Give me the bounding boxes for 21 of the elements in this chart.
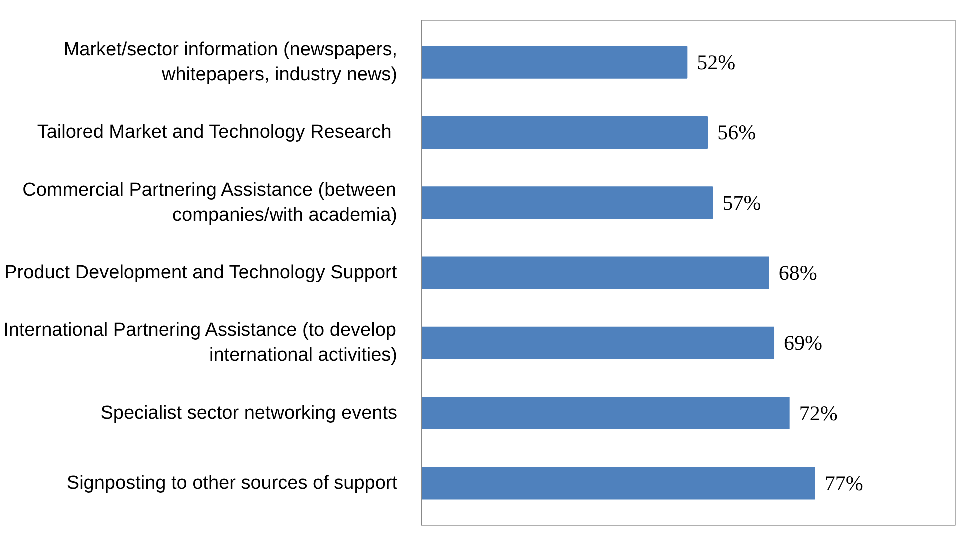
- bar: [422, 116, 708, 150]
- y-tick-label: Commercial Partnering Assistance (between companies/with academia): [22, 180, 398, 226]
- data-label: 56%: [718, 120, 756, 145]
- data-label: 52%: [697, 50, 736, 75]
- y-tick-label: Tailored Market and Technology Research: [37, 122, 392, 144]
- data-label: 68%: [778, 261, 818, 285]
- bar: [422, 326, 775, 360]
- y-tick-label: Specialist sector networking events: [100, 402, 398, 424]
- y-tick-label: Signposting to other sources of support: [66, 472, 398, 494]
- y-tick-label: Market/sector information (newspapers, whitepapers, industry news): [64, 39, 398, 86]
- bar: [422, 46, 688, 79]
- data-label: 69%: [784, 331, 823, 356]
- data-label: 77%: [824, 471, 864, 496]
- data-label: 72%: [799, 401, 838, 426]
- bar: [422, 396, 790, 430]
- bar: [422, 186, 714, 220]
- bar: [422, 256, 770, 290]
- bar: [422, 467, 816, 500]
- data-label: 57%: [722, 190, 762, 215]
- y-tick-label: Product Development and Technology Support: [4, 262, 398, 284]
- y-tick-label: International Partnering Assistance (to develop international activities): [4, 320, 398, 366]
